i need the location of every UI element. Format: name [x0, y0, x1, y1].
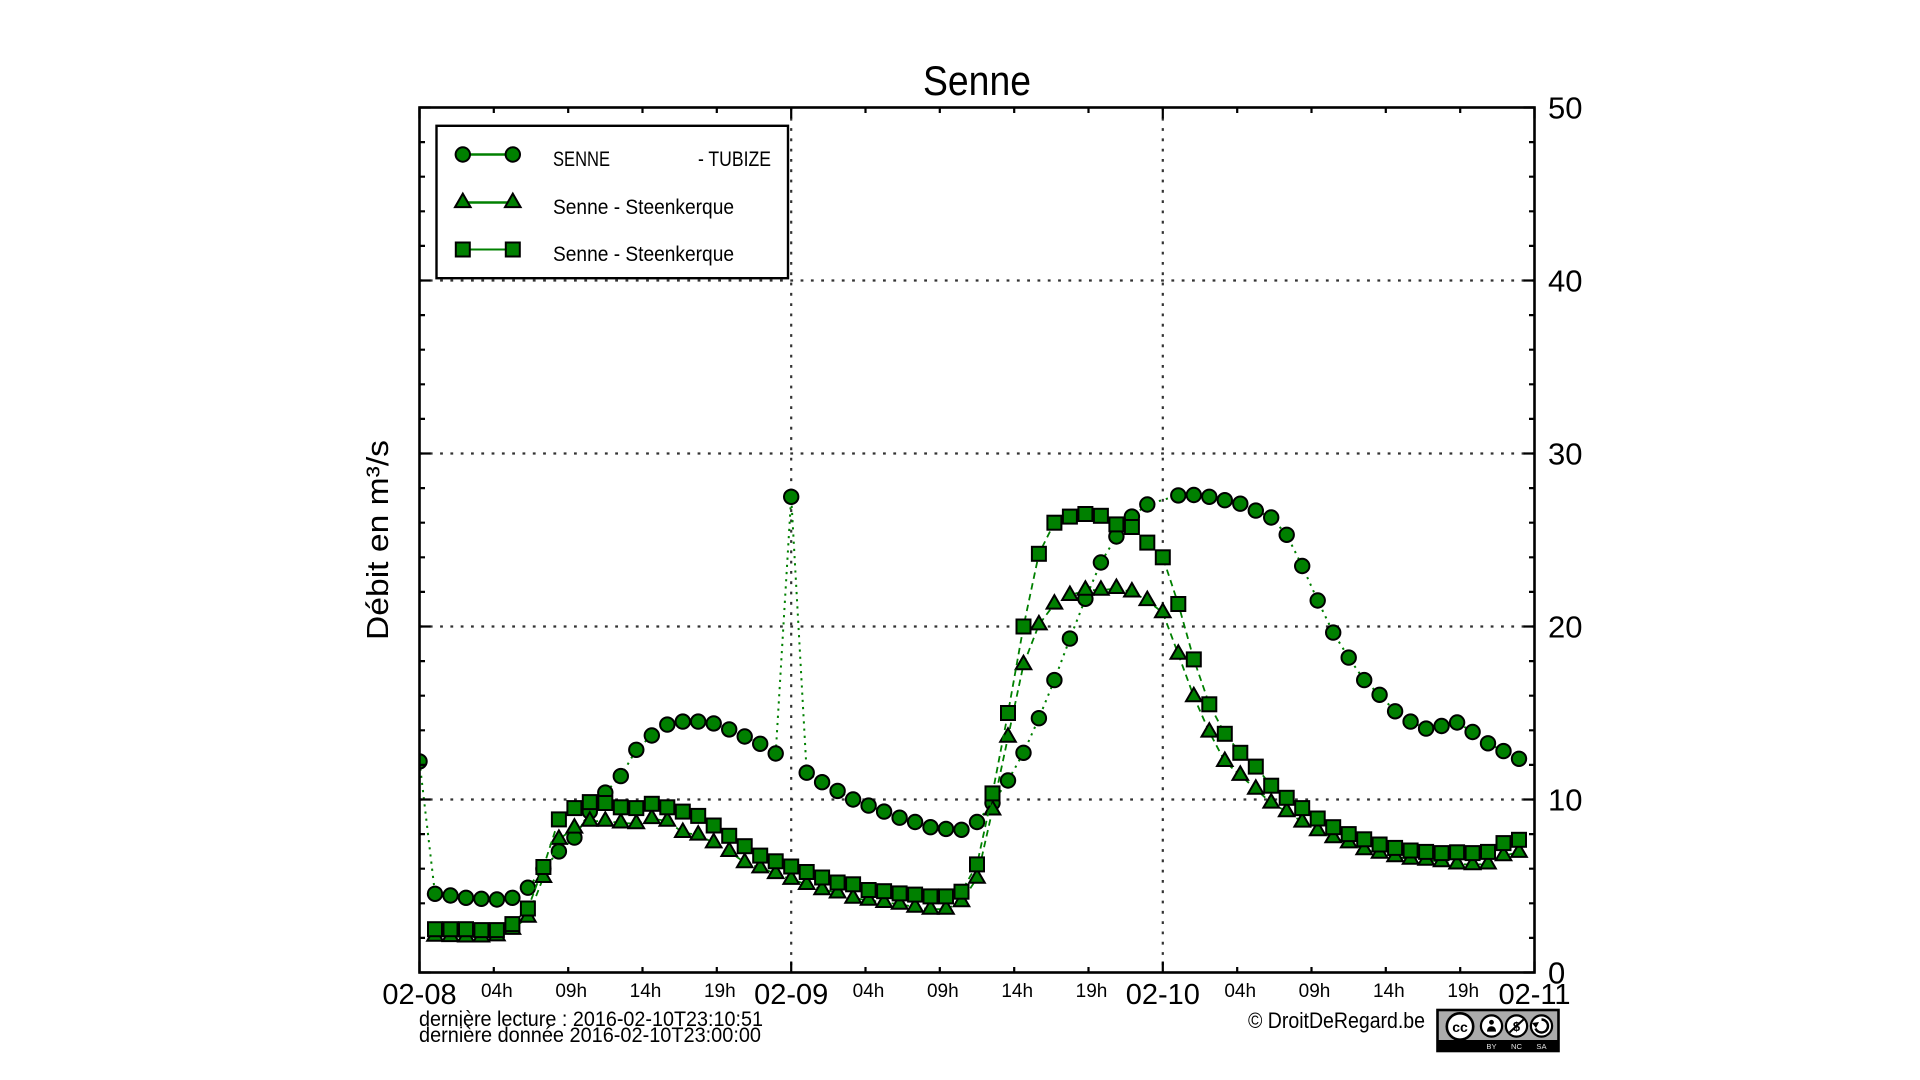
svg-text:20: 20 — [1548, 610, 1582, 645]
svg-text:10: 10 — [1548, 783, 1582, 818]
svg-text:Débit en m³/s: Débit en m³/s — [360, 440, 395, 640]
svg-text:14h: 14h — [1001, 981, 1033, 1002]
svg-text:04h: 04h — [853, 981, 885, 1002]
svg-text:09h: 09h — [927, 981, 959, 1002]
svg-text:50: 50 — [1548, 91, 1582, 126]
svg-text:19h: 19h — [1447, 981, 1479, 1002]
svg-text:14h: 14h — [630, 981, 662, 1002]
svg-text:19h: 19h — [1076, 981, 1108, 1002]
svg-text:Senne - Steenkerque: Senne - Steenkerque — [553, 243, 734, 266]
svg-text:0: 0 — [1548, 956, 1565, 991]
svg-text:09h: 09h — [1299, 981, 1331, 1002]
svg-text:© DroitDeRegard.be: © DroitDeRegard.be — [1248, 1008, 1425, 1033]
svg-text:09h: 09h — [555, 981, 587, 1002]
svg-text:02-08: 02-08 — [382, 979, 456, 1011]
svg-text:02-10: 02-10 — [1126, 979, 1200, 1011]
svg-text:- TUBIZE: - TUBIZE — [698, 148, 771, 171]
svg-text:02-11: 02-11 — [1498, 979, 1570, 1011]
svg-text:SENNE: SENNE — [553, 148, 610, 171]
svg-text:dernière lecture : 2016-02-10T: dernière lecture : 2016-02-10T23:10:51 — [419, 1008, 763, 1031]
svg-text:Senne - Steenkerque: Senne - Steenkerque — [553, 196, 734, 219]
svg-text:14h: 14h — [1373, 981, 1405, 1002]
svg-text:SA: SA — [1536, 1042, 1547, 1051]
svg-text:dernière donnée 2016-02-10T23: dernière donnée 2016-02-10T23:00:00 — [419, 1024, 761, 1047]
svg-text:NC: NC — [1511, 1042, 1522, 1051]
svg-text:04h: 04h — [1224, 981, 1256, 1002]
svg-text:04h: 04h — [481, 981, 513, 1002]
svg-text:02-09: 02-09 — [754, 979, 828, 1011]
svg-text:Senne: Senne — [923, 57, 1031, 104]
svg-text:40: 40 — [1548, 264, 1582, 299]
svg-text:19h: 19h — [704, 981, 736, 1002]
svg-text:30: 30 — [1548, 437, 1582, 472]
svg-text:BY: BY — [1486, 1042, 1496, 1051]
svg-text:cc: cc — [1452, 1019, 1468, 1035]
